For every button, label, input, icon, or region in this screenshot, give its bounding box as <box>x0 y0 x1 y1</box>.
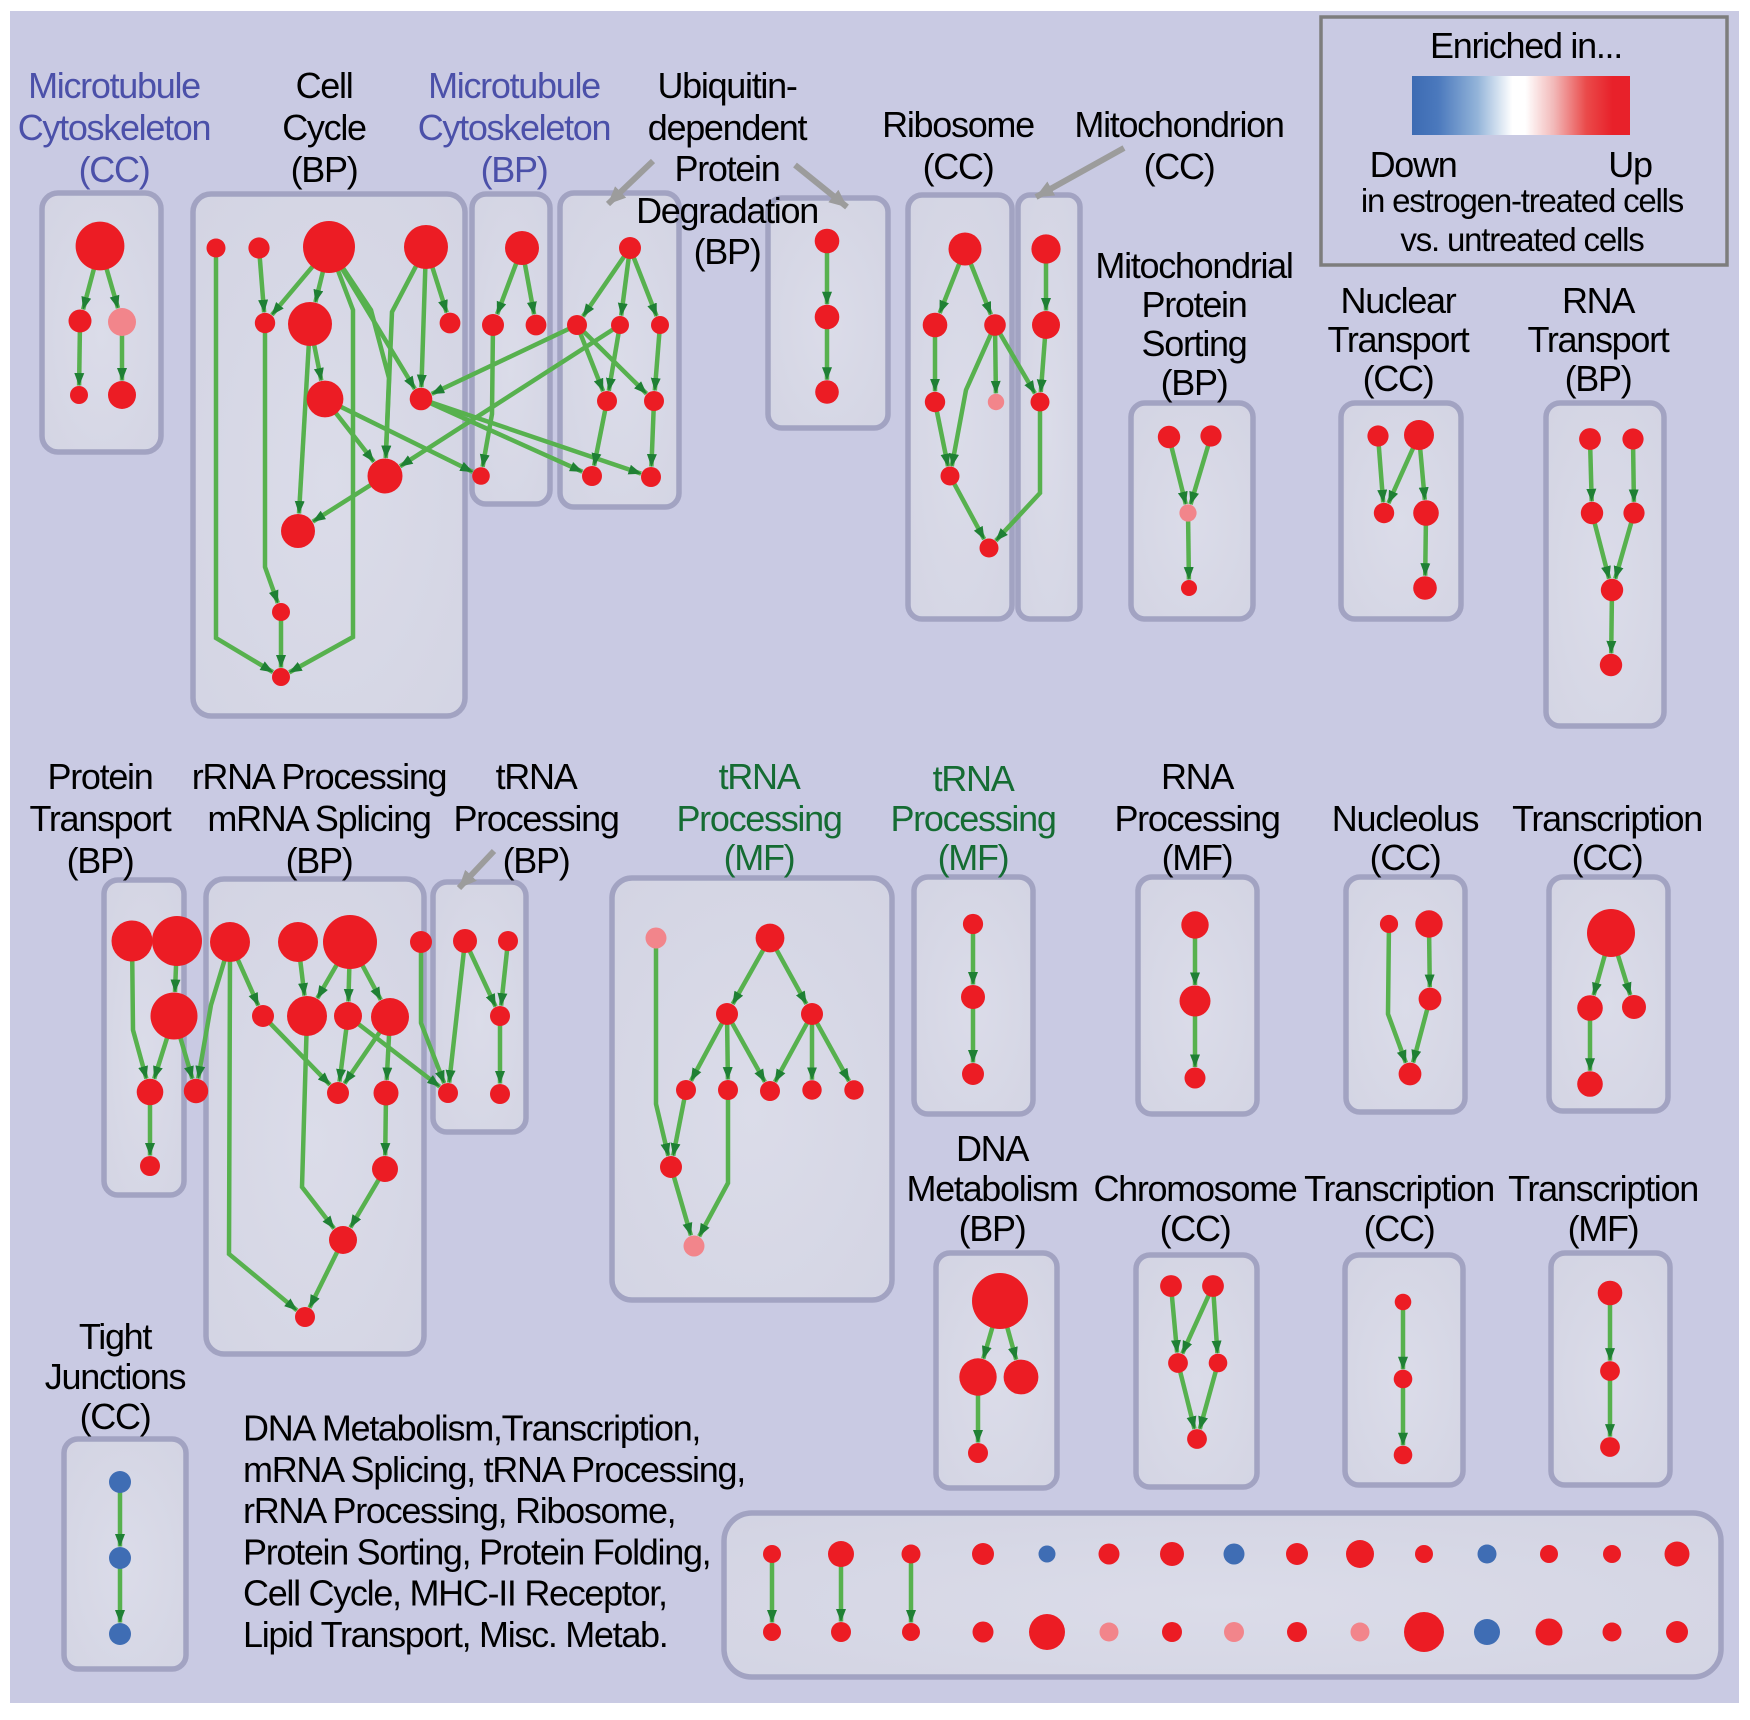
svg-text:Protein Sorting, Protein Foldi: Protein Sorting, Protein Folding, <box>243 1531 710 1572</box>
svg-text:(MF): (MF) <box>724 837 795 878</box>
svg-text:Microtubule: Microtubule <box>28 65 200 106</box>
svg-text:RNA: RNA <box>1562 280 1635 321</box>
svg-text:(BP): (BP) <box>959 1208 1026 1249</box>
svg-text:(CC): (CC) <box>1363 358 1434 399</box>
svg-text:Protein: Protein <box>1142 284 1247 325</box>
svg-text:Metabolism: Metabolism <box>906 1168 1077 1209</box>
svg-text:(MF): (MF) <box>1162 837 1233 878</box>
svg-text:Transport: Transport <box>29 798 171 839</box>
svg-text:(CC): (CC) <box>80 1396 151 1437</box>
svg-text:tRNA: tRNA <box>496 756 578 797</box>
svg-text:mRNA Splicing: mRNA Splicing <box>207 798 430 839</box>
svg-text:tRNA: tRNA <box>933 758 1015 799</box>
svg-text:(CC): (CC) <box>1160 1208 1231 1249</box>
svg-text:Cell: Cell <box>296 65 353 106</box>
svg-text:Junctions: Junctions <box>45 1356 186 1397</box>
svg-text:Protein: Protein <box>48 756 153 797</box>
svg-text:Microtubule: Microtubule <box>428 65 600 106</box>
svg-text:(BP): (BP) <box>67 840 134 881</box>
svg-text:Cytoskeleton: Cytoskeleton <box>418 107 611 148</box>
svg-text:Transcription: Transcription <box>1508 1168 1698 1209</box>
svg-text:Cycle: Cycle <box>282 107 366 148</box>
svg-text:(MF): (MF) <box>938 837 1009 878</box>
svg-text:(BP): (BP) <box>1565 358 1632 399</box>
svg-text:rRNA Processing, Ribosome,: rRNA Processing, Ribosome, <box>243 1490 675 1531</box>
svg-text:(BP): (BP) <box>481 149 548 190</box>
svg-text:Nucleolus: Nucleolus <box>1332 798 1479 839</box>
svg-text:(BP): (BP) <box>1161 362 1228 403</box>
svg-text:tRNA: tRNA <box>719 756 801 797</box>
svg-text:(BP): (BP) <box>503 840 570 881</box>
svg-text:Processing: Processing <box>676 798 841 839</box>
svg-text:Lipid Transport, Misc. Metab.: Lipid Transport, Misc. Metab. <box>243 1614 667 1655</box>
svg-text:Transport: Transport <box>1327 319 1469 360</box>
svg-text:vs. untreated cells: vs. untreated cells <box>1400 221 1644 258</box>
svg-text:DNA: DNA <box>956 1128 1029 1169</box>
svg-text:(CC): (CC) <box>1144 146 1215 187</box>
svg-text:Sorting: Sorting <box>1142 323 1247 364</box>
svg-text:Transcription: Transcription <box>1512 798 1702 839</box>
svg-text:Cell Cycle, MHC-II Receptor,: Cell Cycle, MHC-II Receptor, <box>243 1573 667 1614</box>
svg-text:mRNA Splicing, tRNA Processing: mRNA Splicing, tRNA Processing, <box>243 1449 745 1490</box>
svg-text:(BP): (BP) <box>694 231 761 272</box>
svg-text:(BP): (BP) <box>286 840 353 881</box>
svg-text:Down: Down <box>1370 144 1457 185</box>
svg-text:rRNA Processing: rRNA Processing <box>192 756 447 797</box>
svg-text:Mitochondrion: Mitochondrion <box>1074 104 1283 145</box>
svg-text:in estrogen-treated cells: in estrogen-treated cells <box>1361 182 1684 219</box>
svg-text:(CC): (CC) <box>923 146 994 187</box>
svg-text:Ribosome: Ribosome <box>882 104 1034 145</box>
svg-text:DNA Metabolism,Transcription,: DNA Metabolism,Transcription, <box>243 1408 700 1449</box>
svg-text:Up: Up <box>1608 144 1652 185</box>
svg-text:Processing: Processing <box>890 798 1055 839</box>
svg-text:Mitochondrial: Mitochondrial <box>1095 245 1292 286</box>
svg-text:Processing: Processing <box>453 798 618 839</box>
svg-text:Tight: Tight <box>79 1316 152 1357</box>
svg-text:dependent: dependent <box>648 107 808 148</box>
svg-text:Ubiquitin-: Ubiquitin- <box>657 65 796 106</box>
svg-text:(CC): (CC) <box>1364 1208 1435 1249</box>
svg-text:(BP): (BP) <box>291 149 358 190</box>
svg-text:Chromosome: Chromosome <box>1093 1168 1296 1209</box>
svg-text:Transport: Transport <box>1527 319 1669 360</box>
svg-text:(CC): (CC) <box>79 149 150 190</box>
svg-text:Cytoskeleton: Cytoskeleton <box>18 107 211 148</box>
svg-text:Transcription: Transcription <box>1304 1168 1494 1209</box>
svg-text:(MF): (MF) <box>1568 1208 1639 1249</box>
svg-text:(CC): (CC) <box>1370 837 1441 878</box>
svg-text:Processing: Processing <box>1114 798 1279 839</box>
svg-text:Enriched in...: Enriched in... <box>1430 25 1622 66</box>
svg-text:(CC): (CC) <box>1572 837 1643 878</box>
svg-text:Degradation: Degradation <box>636 190 818 231</box>
svg-text:Protein: Protein <box>675 148 780 189</box>
svg-text:RNA: RNA <box>1161 756 1234 797</box>
svg-text:Nuclear: Nuclear <box>1341 280 1457 321</box>
